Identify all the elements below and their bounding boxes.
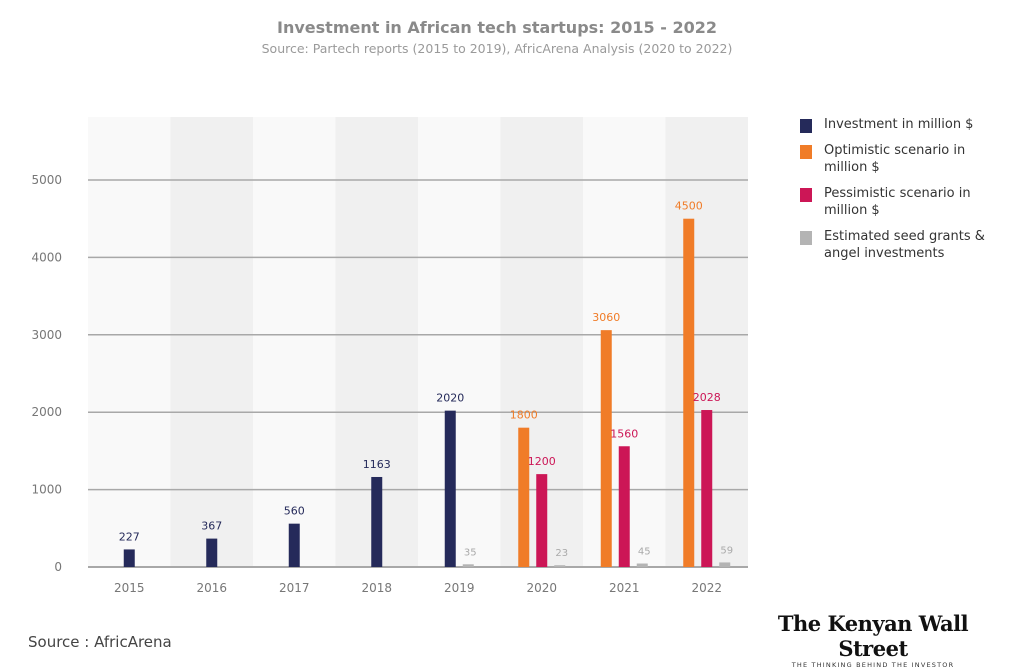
- data-label: 4500: [675, 200, 703, 213]
- legend-swatch: [800, 231, 812, 245]
- data-label: 1560: [610, 427, 638, 440]
- bar-1: [600, 330, 612, 567]
- x-tick-label: 2019: [444, 581, 475, 595]
- bar-0: [206, 538, 218, 567]
- data-label: 23: [555, 548, 568, 559]
- logo-name: The Kenyan Wall Street: [777, 611, 969, 661]
- legend-label: Investment in million $: [824, 117, 974, 132]
- legend-swatch: [800, 188, 812, 202]
- legend-label: Optimistic scenario in million $: [824, 143, 966, 175]
- legend-item: Investment in million $: [800, 116, 1000, 133]
- x-tick-label: 2016: [196, 581, 227, 595]
- bar-1: [518, 427, 530, 567]
- bar-3: [636, 563, 648, 567]
- legend-item: Optimistic scenario in million $: [800, 142, 1000, 176]
- x-tick-label: 2018: [361, 581, 392, 595]
- legend: Investment in million $ Optimistic scena…: [800, 116, 1000, 271]
- data-label: 2020: [436, 392, 464, 405]
- logo-tagline: THE THINKING BEHIND THE INVESTOR: [791, 661, 955, 669]
- category-band: [253, 117, 336, 567]
- chart-title: Investment in African tech startups: 201…: [277, 18, 717, 37]
- x-tick-label: 2022: [691, 581, 722, 595]
- data-label: 227: [119, 530, 140, 543]
- y-tick-label: 4000: [31, 250, 62, 264]
- category-band: [418, 117, 501, 567]
- y-tick-label: 3000: [31, 328, 62, 342]
- y-tick-label: 0: [54, 560, 62, 574]
- x-tick-label: 2015: [114, 581, 145, 595]
- category-band: [170, 117, 253, 567]
- legend-swatch: [800, 119, 812, 133]
- data-label: 45: [638, 547, 651, 558]
- x-tick-label: 2017: [279, 581, 310, 595]
- bar-2: [618, 446, 630, 567]
- legend-label: Estimated seed grants & angel investment…: [824, 229, 985, 261]
- bar-2: [536, 474, 548, 567]
- data-label: 1800: [510, 409, 538, 422]
- data-label: 1200: [528, 455, 556, 468]
- y-tick-label: 5000: [31, 173, 62, 187]
- legend-item: Pessimistic scenario in million $: [800, 185, 1000, 219]
- data-label: 367: [201, 520, 222, 533]
- logo: The Kenyan Wall Street THE THINKING BEHI…: [756, 611, 990, 669]
- bar-2: [701, 410, 713, 567]
- bar-3: [462, 564, 474, 567]
- bar-0: [123, 549, 135, 567]
- data-label: 2028: [693, 391, 721, 404]
- legend-item: Estimated seed grants & angel investment…: [800, 228, 1000, 262]
- chart-subtitle: Source: Partech reports (2015 to 2019), …: [261, 41, 733, 56]
- x-tick-label: 2020: [526, 581, 557, 595]
- legend-label: Pessimistic scenario in million $: [824, 186, 971, 218]
- bar-1: [683, 218, 695, 567]
- y-tick-label: 2000: [31, 405, 62, 419]
- x-tick-label: 2021: [609, 581, 640, 595]
- bar-0: [371, 476, 383, 567]
- bar-0: [444, 410, 456, 567]
- bar-3: [719, 562, 731, 567]
- data-label: 1163: [363, 458, 391, 471]
- data-label: 35: [464, 547, 477, 558]
- category-band: [88, 117, 171, 567]
- data-label: 59: [720, 545, 733, 556]
- y-tick-label: 1000: [31, 483, 62, 497]
- data-label: 3060: [592, 311, 620, 324]
- legend-swatch: [800, 145, 812, 159]
- footer-source: Source : AfricArena: [28, 633, 172, 651]
- bar-3: [554, 565, 566, 567]
- bar-0: [288, 523, 300, 567]
- data-label: 560: [284, 505, 305, 518]
